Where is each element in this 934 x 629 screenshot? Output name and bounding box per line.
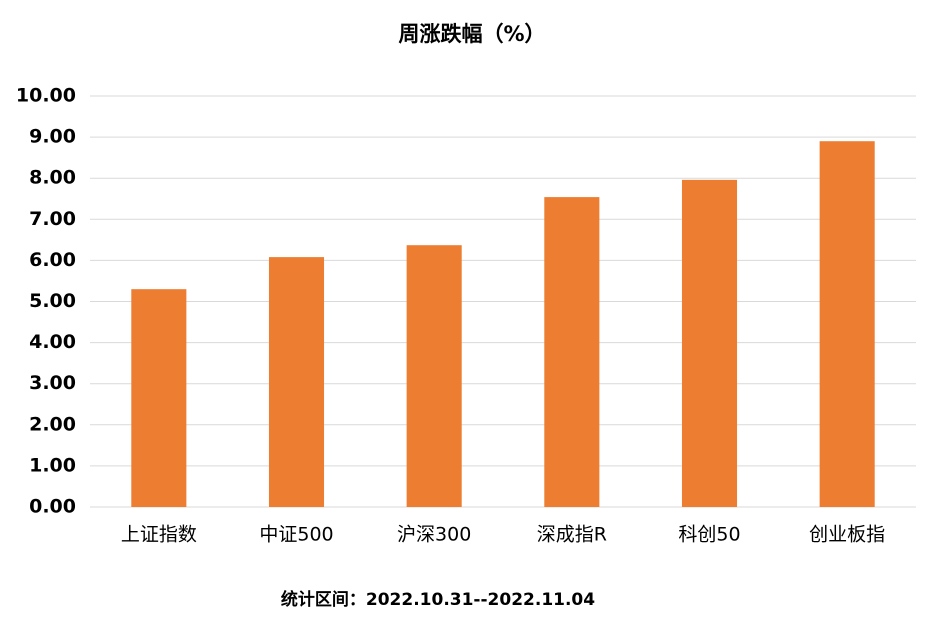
y-tick-label: 6.00	[29, 249, 76, 271]
footnote: 统计区间：2022.10.31--2022.11.04	[281, 589, 595, 610]
y-tick-label: 10.00	[16, 85, 76, 107]
bar	[544, 197, 600, 507]
y-tick-label: 7.00	[29, 208, 76, 230]
x-tick-label: 创业板指	[809, 524, 885, 546]
x-tick-label: 沪深300	[397, 524, 471, 546]
y-tick-label: 8.00	[29, 167, 76, 189]
x-tick-label: 上证指数	[121, 524, 197, 546]
y-tick-label: 3.00	[29, 372, 76, 394]
bar	[681, 179, 738, 507]
y-tick-label: 5.00	[29, 290, 76, 312]
y-tick-label: 4.00	[29, 331, 76, 353]
y-tick-label: 1.00	[29, 454, 76, 476]
chart-title: 周涨跌幅（%）	[398, 22, 545, 46]
bar	[406, 245, 462, 507]
bar	[819, 141, 875, 507]
x-tick-label: 深成指R	[537, 524, 607, 546]
bar	[131, 289, 187, 507]
y-tick-label: 2.00	[29, 413, 76, 435]
y-tick-label: 9.00	[29, 126, 76, 148]
x-tick-label: 中证500	[259, 524, 333, 546]
y-tick-label: 0.00	[29, 496, 76, 518]
x-tick-label: 科创50	[678, 524, 740, 546]
bar	[268, 257, 325, 507]
